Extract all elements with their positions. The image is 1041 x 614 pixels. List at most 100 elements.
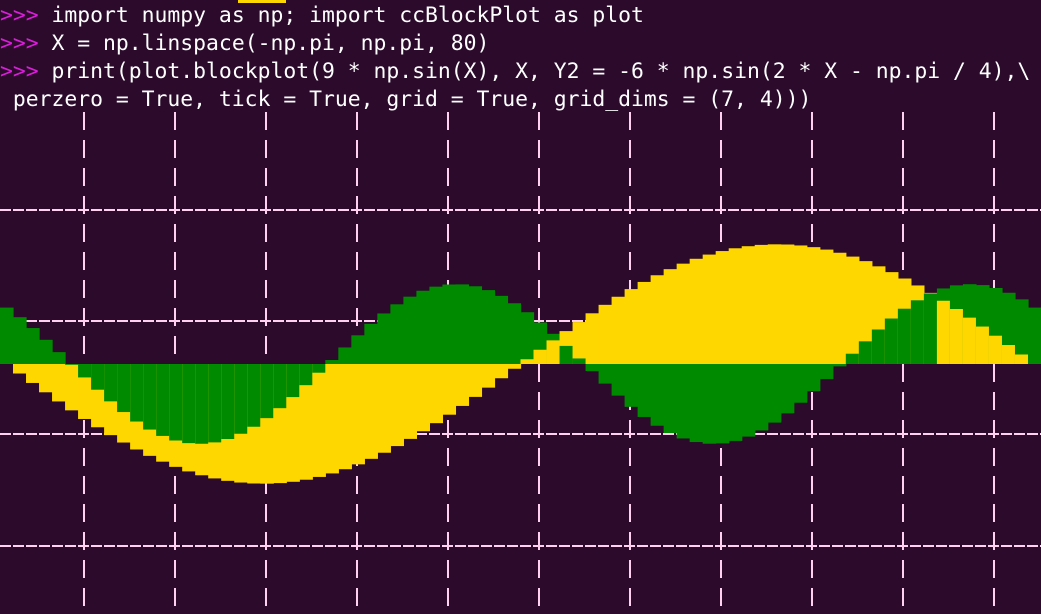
bar-series-2 [715,364,730,444]
bar-series-1 [819,249,834,364]
code-text: import numpy as np; import ccBlockPlot a… [38,3,644,28]
bar-series-2 [767,364,782,423]
bar-series-2 [39,339,53,364]
bar-series-2 [13,317,27,364]
bar-series-2 [845,353,860,364]
bar-series-2 [663,364,678,433]
bar-series-2 [481,290,496,364]
code-text: print(plot.blockplot(9 * np.sin(X), X, Y… [38,59,1031,84]
bar-series-1 [377,364,391,453]
bar-series-2 [442,284,457,364]
bar-series-2 [572,358,587,364]
bar-series-1 [767,244,782,364]
terminal-line-4: perzero = True, tick = True, grid = True… [0,86,811,114]
bar-series-1 [390,364,404,447]
bar-series-2 [65,364,79,365]
bar-series-1 [403,364,417,439]
bar-series-2 [325,360,339,364]
bar-series-2 [91,364,105,390]
bar-series-2 [208,364,222,443]
bar-series-1 [975,326,990,364]
bar-series-2 [741,364,756,437]
bar-series-2 [585,364,600,372]
bar-series-1 [78,364,92,419]
bar-series-1 [65,364,79,411]
bar-series-2 [117,364,131,413]
bar-series-2 [793,364,808,403]
bar-series-1 [650,275,665,364]
bar-series-2 [260,364,274,419]
bar-series-2 [299,364,313,386]
bar-series-2 [52,352,66,364]
bar-series-2 [884,318,899,364]
bar-series-2 [104,364,118,402]
bar-series-2 [702,364,717,444]
block-plot [0,112,1041,614]
bar-series-1 [715,251,730,364]
bar-series-1 [481,364,496,388]
bar-series-2 [377,313,391,364]
bars-layer [0,244,1041,484]
bar-series-2 [832,364,847,367]
bar-series-2 [312,364,326,373]
code-text: X = np.linspace(-np.pi, np.pi, 80) [38,31,490,56]
bar-series-1 [624,289,639,364]
bar-series-2 [923,293,938,364]
bar-series-2 [494,295,509,364]
bar-series-1 [26,364,40,383]
bar-series-1 [754,244,769,364]
bar-series-2 [637,364,652,417]
bar-series-1 [637,281,652,364]
bar-series-2 [559,345,574,364]
bar-series-2 [1027,307,1041,364]
bar-series-2 [390,304,404,364]
bar-series-2 [78,364,92,378]
bar-series-2 [0,307,14,364]
prompt-marker: >>> [0,3,39,28]
bar-series-1 [611,296,626,364]
bar-series-2 [169,364,183,441]
bar-series-1 [780,244,795,364]
bar-series-2 [403,296,417,364]
bar-series-1 [39,364,53,393]
bar-series-1 [598,304,613,364]
bar-series-2 [1014,299,1029,364]
bar-series-2 [143,364,157,430]
bar-series-1 [676,263,691,364]
bar-series-2 [182,364,196,444]
bar-series-2 [195,364,209,444]
bar-series-1 [351,364,365,465]
bar-series-2 [897,308,912,364]
prompt-marker: >>> [0,31,39,56]
bar-series-1 [702,254,717,364]
bar-series-1 [936,300,951,364]
bar-series-2 [689,364,704,443]
bar-series-2 [611,364,626,396]
bar-series-1 [858,261,873,364]
bar-series-1 [507,364,522,369]
bar-series-2 [754,364,769,431]
bar-series-2 [871,329,886,364]
bar-series-2 [858,341,873,364]
text-cursor-highlight [238,0,286,3]
bar-series-1 [1001,345,1016,364]
bar-series-1 [572,322,587,364]
bar-series-2 [273,364,287,409]
bar-series-1 [338,364,352,470]
bar-series-1 [468,364,483,397]
bar-series-2 [910,300,925,364]
bar-series-1 [689,258,704,364]
bar-series-1 [962,317,977,364]
bar-series-2 [156,364,170,436]
bar-series-2 [728,364,743,441]
bar-series-1 [364,364,378,459]
bar-series-1 [832,252,847,364]
bar-series-1 [429,364,444,424]
bar-series-2 [364,323,378,364]
bar-series-1 [299,364,313,480]
bar-series-1 [1014,354,1029,364]
bar-series-2 [468,286,483,364]
bar-series-2 [455,284,470,364]
bar-series-1 [988,335,1003,364]
